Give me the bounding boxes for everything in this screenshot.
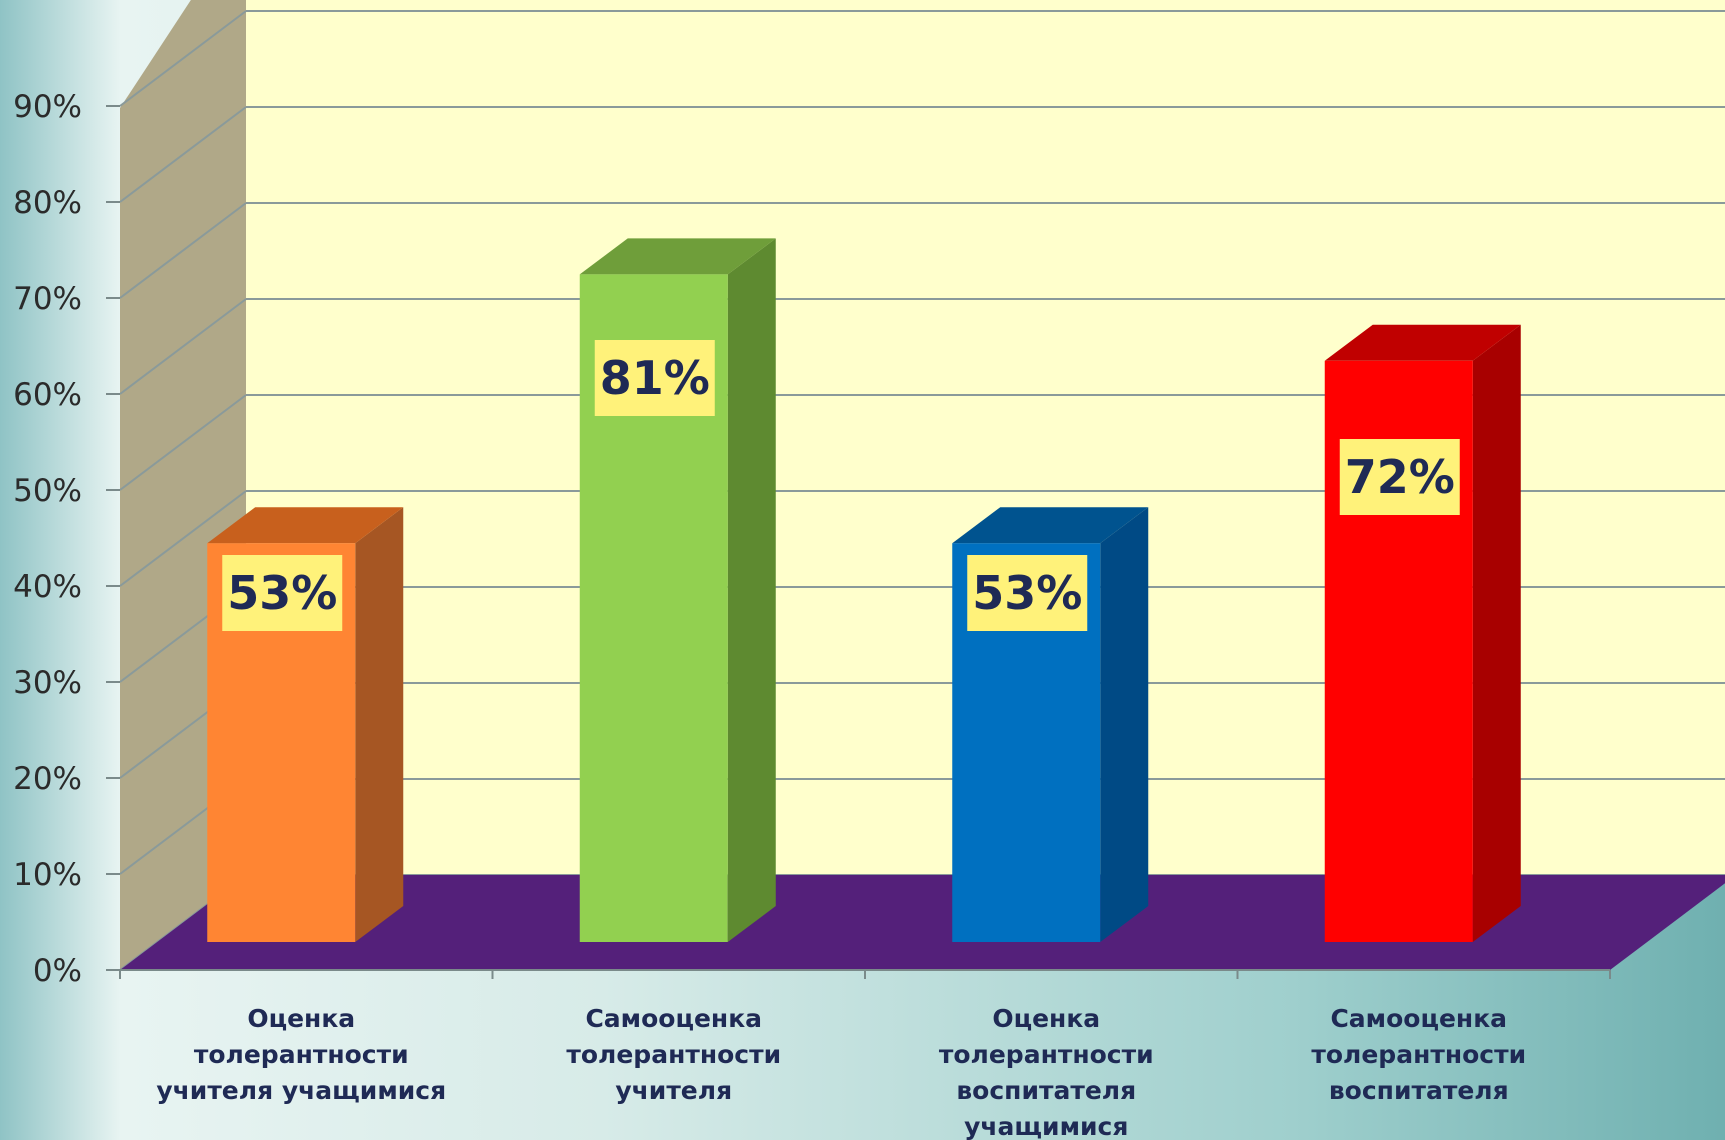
data-label: 53% bbox=[227, 566, 337, 620]
y-tick-label: 50% bbox=[13, 473, 82, 509]
x-category-label: Самооценка толерантности учителя bbox=[566, 1004, 781, 1105]
bar-1: 53% bbox=[207, 507, 404, 942]
bar-top bbox=[952, 507, 1149, 544]
data-label-box bbox=[594, 340, 715, 416]
bar-side bbox=[1100, 507, 1149, 942]
gridline-side bbox=[119, 394, 247, 491]
x-category-label-line: толерантности bbox=[1311, 1040, 1526, 1069]
y-tick-label: 70% bbox=[13, 281, 82, 317]
x-category-label-line: учащимися bbox=[964, 1112, 1128, 1140]
data-label: 72% bbox=[1345, 450, 1455, 504]
x-category-label-line: толерантности bbox=[939, 1040, 1154, 1069]
bar-3: 53% bbox=[952, 507, 1149, 942]
x-category-label-line: Оценка bbox=[247, 1004, 355, 1033]
x-category-label: Самооценка толерантности воспитателя bbox=[1311, 1004, 1526, 1105]
y-tick-label: 30% bbox=[13, 665, 82, 701]
data-label: 81% bbox=[600, 351, 710, 405]
bar-4: 72% bbox=[1324, 324, 1521, 942]
gridline-side bbox=[119, 298, 247, 395]
gridline-side bbox=[119, 10, 247, 107]
bars: 53% 81% 53% 72% bbox=[207, 238, 1521, 942]
bar-side bbox=[355, 507, 404, 942]
x-axis-category-labels: Оценка толерантности учителя учащимися Само… bbox=[156, 1004, 1526, 1140]
bar-side bbox=[1472, 324, 1521, 942]
gridline-side bbox=[119, 106, 247, 203]
bar-top bbox=[1324, 324, 1521, 361]
y-tick-label: 40% bbox=[13, 569, 82, 605]
x-category-label-line: Самооценка bbox=[1330, 1004, 1507, 1033]
y-tick-label: 0% bbox=[33, 953, 82, 989]
x-category-label-line: Самооценка bbox=[585, 1004, 762, 1033]
bar-top bbox=[207, 507, 404, 544]
y-tick-label: 60% bbox=[13, 377, 82, 413]
data-label-box bbox=[967, 555, 1088, 631]
x-category-label-line: учителя bbox=[615, 1076, 732, 1105]
bar-side bbox=[727, 238, 776, 942]
x-category-label-line: учителя учащимися bbox=[156, 1076, 446, 1105]
bar-top bbox=[579, 238, 776, 275]
y-axis-tick-labels: 0% 10% 20% 30% 40% 50% 60% 70% 80% 90% bbox=[13, 89, 120, 989]
x-category-label-line: воспитателя bbox=[956, 1076, 1136, 1105]
x-category-label-line: толерантности bbox=[566, 1040, 781, 1069]
y-tick-label: 80% bbox=[13, 185, 82, 221]
x-category-label-line: воспитателя bbox=[1329, 1076, 1509, 1105]
x-category-label: Оценка толерантности учителя учащимися bbox=[156, 1004, 446, 1105]
gridline-side bbox=[119, 490, 247, 587]
y-tick-label: 20% bbox=[13, 761, 82, 797]
y-tick-label: 10% bbox=[13, 857, 82, 893]
x-category-label-line: толерантности bbox=[194, 1040, 409, 1069]
x-category-label: Оценка толерантности воспитателя учащимися bbox=[939, 1004, 1154, 1140]
x-category-label-line: Оценка bbox=[992, 1004, 1100, 1033]
bar-2: 81% bbox=[579, 238, 776, 942]
data-label-box bbox=[222, 555, 343, 631]
data-label-box bbox=[1339, 439, 1460, 515]
data-label: 53% bbox=[972, 566, 1082, 620]
chart-floor bbox=[119, 875, 1725, 979]
floor-plane bbox=[120, 875, 1725, 970]
gridline-side bbox=[119, 202, 247, 299]
y-tick-label: 90% bbox=[13, 89, 82, 125]
